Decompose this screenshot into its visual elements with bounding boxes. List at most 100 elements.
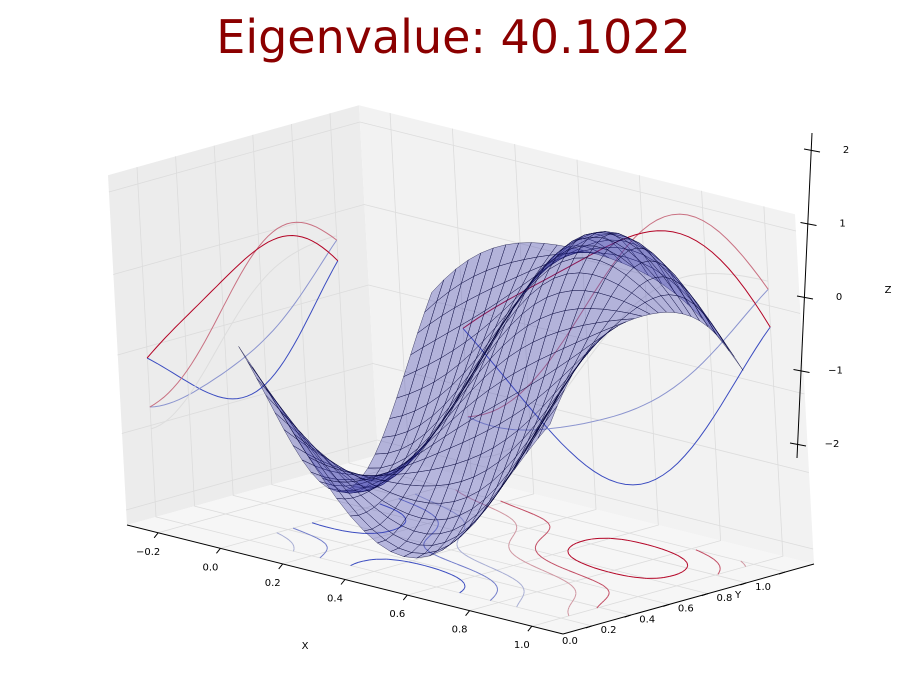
contour-floor-segment — [516, 507, 523, 511]
contour-floor-segment — [543, 519, 549, 524]
contour-floor-segment — [673, 553, 678, 556]
contour-floor-segment — [500, 500, 504, 503]
tick-labels: −0.2 0.0 0.2 0.4 0.6 0.8 1.0 0.0 0.2 0.4 0.6 0.8 1.0… — [136, 145, 849, 651]
contour-floor-segment — [592, 579, 599, 584]
z-tick-label: 2 — [843, 145, 849, 156]
contour-floor-segment — [460, 517, 463, 520]
x-tick-label: 0.6 — [389, 609, 405, 620]
contour-floor-segment — [431, 567, 440, 571]
contour-floor-segment — [318, 524, 327, 528]
contour-floor-segment — [512, 534, 515, 538]
grid-line-x — [282, 144, 535, 565]
contour-floor-segment — [505, 514, 510, 518]
y-tick-mark — [585, 625, 593, 629]
contour-floor-segment — [717, 573, 720, 575]
contour-floor-segment — [454, 575, 457, 578]
contour-floor-segment — [542, 569, 548, 573]
contour-floor-segment — [535, 566, 543, 571]
contour-floor-segment — [459, 590, 463, 594]
grid-line-z — [125, 439, 814, 550]
contour-floor-segment — [464, 553, 469, 558]
contour-floor-segment — [291, 543, 294, 545]
x-tick-mark — [527, 625, 533, 632]
contour-floor-segment — [404, 517, 407, 521]
contour-floor-segment — [683, 559, 688, 563]
contour-floor-segment — [520, 597, 523, 601]
contour-floor-segment — [515, 523, 517, 526]
contour-floor-segment — [663, 575, 670, 579]
x-tick-label: 1.0 — [514, 640, 530, 651]
contour-floor-segment — [547, 571, 554, 576]
grid-line-y — [175, 156, 631, 616]
contour-floor-segment — [424, 538, 428, 541]
contour-floor-segment — [608, 571, 617, 575]
grid-line-x — [407, 175, 659, 596]
contour-floor-segment — [525, 561, 531, 565]
contour-floor-segment — [381, 530, 388, 534]
contour-floor-segment — [425, 498, 432, 503]
contour-floor-segment — [460, 532, 464, 535]
y-axis-label: Y — [734, 590, 742, 601]
contour-floor-segment — [325, 549, 328, 552]
contour-xwall-line — [146, 234, 339, 359]
contour-floor-segment — [503, 501, 510, 506]
contour-floor-segment — [597, 604, 601, 608]
contour-floor-segment — [353, 561, 359, 565]
contour-floor-segment — [493, 508, 496, 511]
contour-floor-segment — [548, 528, 551, 532]
contour-floor-segment — [486, 576, 492, 581]
contour-floor-segment — [571, 556, 577, 561]
contour-floor-segment — [488, 506, 495, 510]
contour-floor-segment — [562, 567, 570, 572]
contour-floor-segment — [684, 567, 688, 571]
contour-floor-segment — [438, 569, 446, 573]
contour-floor-segment — [388, 558, 400, 561]
y-tick-mark — [740, 582, 747, 586]
contour-floor-segment — [311, 522, 320, 526]
contour-floor-segment — [547, 522, 551, 527]
contour-floor-segment — [587, 564, 595, 569]
contour-floor-segment — [430, 532, 434, 536]
contour-floor-segment — [321, 553, 325, 557]
contour-ywall-line — [467, 213, 769, 418]
contour-floor-segment — [414, 493, 419, 497]
contour-floor-segment — [512, 519, 516, 523]
contour-floor-segment — [508, 546, 510, 550]
contour-floor-segment — [292, 544, 295, 547]
contour-floor-segment — [533, 514, 540, 518]
contour-floor-segment — [593, 567, 602, 571]
contour-floor-segment — [571, 585, 575, 589]
contour-floor-segment — [398, 498, 406, 502]
contour-ywall-line — [470, 272, 768, 458]
contour-floor-segment — [567, 548, 570, 551]
z-tick-mark — [796, 295, 814, 300]
z-tick-mark — [793, 369, 810, 373]
contour-floor-segment — [421, 508, 426, 511]
contour-floor-segment — [564, 580, 569, 584]
contour-floor-segment — [517, 602, 520, 606]
contour-floor-segment — [674, 573, 679, 576]
contour-floor-segment — [350, 563, 355, 567]
contour-floor-segment — [387, 529, 393, 532]
contour-floor-segment — [558, 577, 564, 581]
contour-floor-segment — [499, 511, 505, 515]
contour-floor-segment — [540, 536, 543, 540]
contour-floor-segment — [601, 600, 605, 603]
grid-line-x — [220, 128, 472, 549]
contour-floor-segment — [627, 539, 632, 542]
y-tick-label: 0.8 — [716, 593, 732, 604]
contour-floor-segment — [288, 539, 291, 542]
contour-floor-segment — [358, 560, 364, 563]
contour-floor-segment — [492, 596, 495, 599]
contour-floor-segment — [576, 559, 579, 562]
contour-floor-segment — [661, 548, 669, 552]
contour-floor-segment — [571, 600, 574, 604]
contour-floor-segment — [456, 541, 459, 544]
x-tick-mark — [216, 548, 221, 554]
contour-floor-segment — [574, 589, 577, 592]
contour-floor-segment — [485, 564, 491, 568]
contour-floor-segment — [520, 583, 523, 586]
contour-floor-segment — [682, 569, 686, 573]
contour-floor-segment — [494, 583, 498, 587]
